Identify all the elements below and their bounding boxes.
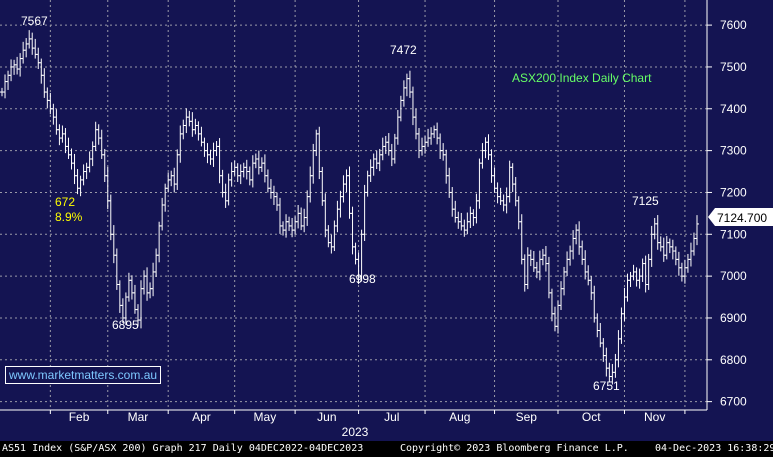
y-axis-ticks: 7600 7500 7400 7300 7200 7100 7000 6900 6800 6700: [707, 18, 747, 409]
x-tick-label: May: [254, 410, 277, 424]
annotation-low-jun: 6998: [349, 272, 376, 286]
y-tick-label: 7400: [720, 102, 747, 116]
bloomberg-footer: AS51 Index (S&P/ASX 200) Graph 217 Daily…: [0, 441, 773, 457]
x-axis-ticks: Feb Mar Apr May Jun Jul Aug Sep Oct Nov: [49, 410, 686, 424]
y-tick-label: 7300: [720, 144, 747, 158]
y-tick-label: 6900: [720, 311, 747, 325]
y-tick-label: 6800: [720, 353, 747, 367]
x-tick-label: Jun: [317, 410, 336, 424]
chart-title: ASX200 Index Daily Chart: [512, 71, 652, 85]
x-tick-label: Nov: [644, 410, 665, 424]
annotation-low-oct: 6751: [593, 379, 620, 393]
annotation-high-jul: 7472: [390, 43, 417, 57]
annotation-high-feb: 7567: [21, 14, 48, 28]
y-tick-label: 7100: [720, 227, 747, 241]
y-tick-label: 7500: [720, 60, 747, 74]
x-tick-label: Aug: [449, 410, 470, 424]
x-tick-label: Feb: [69, 410, 90, 424]
annotation-high-nov: 7125: [632, 194, 659, 208]
x-tick-label: Oct: [582, 410, 601, 424]
y-tick-label: 7200: [720, 185, 747, 199]
year-label: 2023: [342, 425, 369, 439]
ohlc-bars: [0, 30, 699, 385]
y-tick-label: 6700: [720, 395, 747, 409]
last-price-tag-shape: [708, 208, 773, 226]
last-price-tag: 7124.700: [708, 208, 773, 226]
source-watermark: www.marketmatters.com.au: [5, 366, 162, 384]
last-price-value: 7124.700: [717, 211, 767, 225]
y-tick-label: 7000: [720, 269, 747, 283]
source-label: www.marketmatters.com.au: [9, 368, 158, 382]
x-tick-label: Mar: [128, 410, 149, 424]
footer-copyright: Copyright© 2023 Bloomberg Finance L.P.: [400, 443, 629, 454]
x-tick-label: Jul: [384, 410, 399, 424]
footer-security: AS51 Index (S&P/ASX 200) Graph 217 Daily…: [2, 443, 364, 454]
footer-timestamp: 04-Dec-2023 16:38:29: [655, 443, 773, 454]
ohlc-bar: [695, 215, 699, 246]
callout-percent: 8.9%: [55, 210, 83, 224]
grid-lines: [0, 0, 707, 410]
x-tick-label: Apr: [192, 410, 211, 424]
annotation-low-mar: 6895: [112, 318, 139, 332]
x-tick-label: Sep: [516, 410, 538, 424]
callout-points: 672: [55, 195, 75, 209]
y-tick-label: 7600: [720, 18, 747, 32]
